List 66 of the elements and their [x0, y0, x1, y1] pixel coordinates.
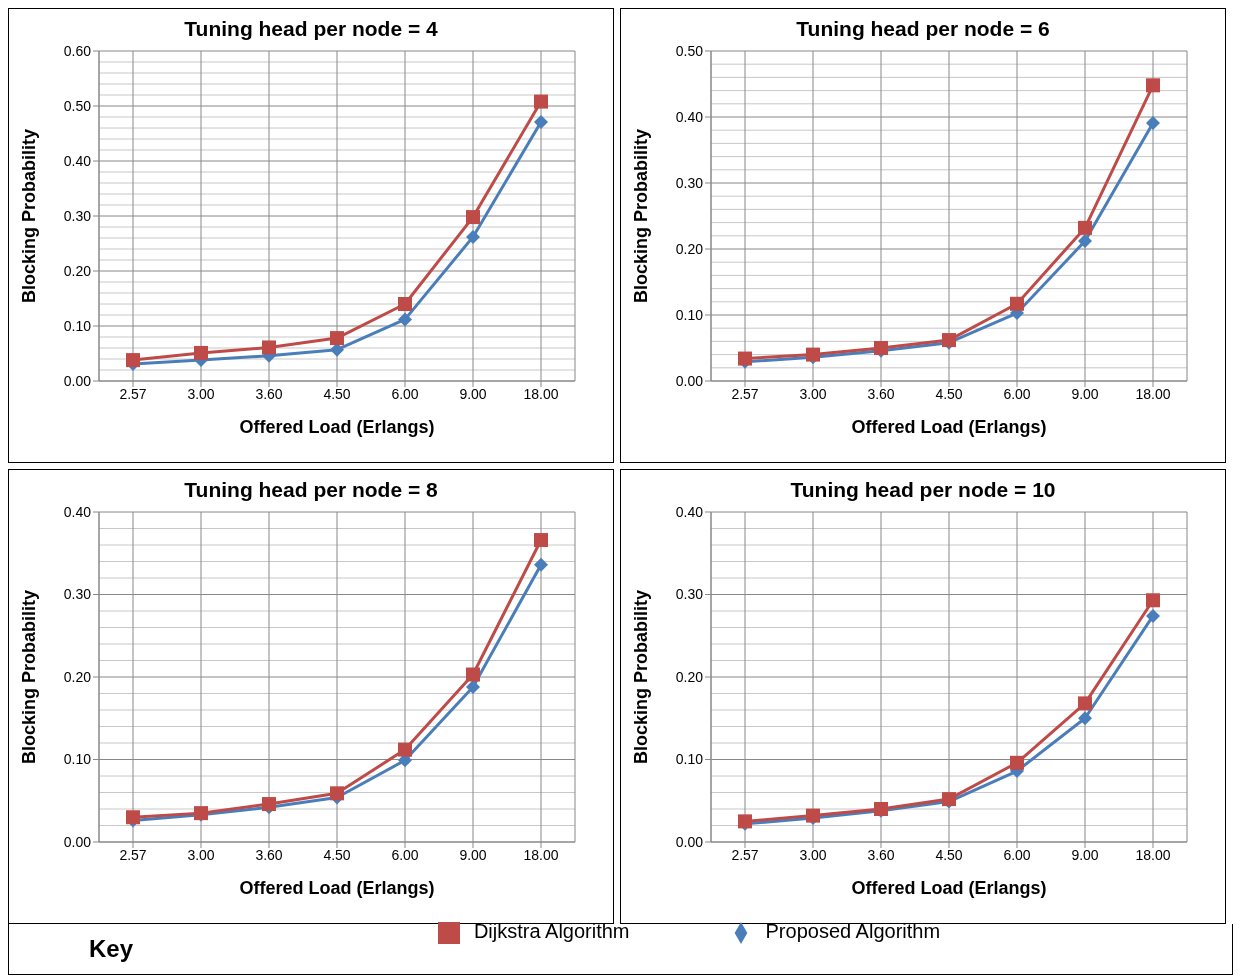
x-tick-label: 4.50 — [935, 385, 963, 402]
y-tick-label: 0.00 — [675, 372, 704, 389]
x-tick-label: 18.00 — [523, 846, 559, 863]
y-tick-label: 0.60 — [63, 42, 92, 59]
y-tick-label: 0.50 — [675, 42, 704, 59]
y-axis-title: Blocking Probability — [19, 589, 40, 765]
x-tick-label: 9.00 — [459, 385, 487, 402]
x-axis-title: Offered Load (Erlangs) — [851, 417, 1047, 437]
x-tick-label: 6.00 — [1003, 385, 1031, 402]
x-tick-label: 3.60 — [255, 385, 283, 402]
x-tick-label: 6.00 — [1003, 846, 1031, 863]
x-tick-label: 3.00 — [187, 385, 215, 402]
y-tick-label: 0.00 — [675, 833, 704, 850]
y-tick-label: 0.10 — [63, 317, 92, 334]
y-tick-label: 0.30 — [63, 586, 92, 603]
y-tick-label: 0.40 — [63, 152, 92, 169]
x-tick-label: 3.60 — [867, 385, 895, 402]
y-axis-title: Blocking Probability — [631, 589, 652, 765]
x-tick-label: 3.00 — [799, 385, 827, 402]
x-tick-label: 3.00 — [187, 846, 215, 863]
legend-label: Proposed Algorithm — [765, 920, 941, 942]
x-tick-label: 6.00 — [391, 846, 419, 863]
y-tick-label: 0.30 — [675, 174, 704, 191]
x-tick-label: 4.50 — [323, 846, 351, 863]
x-tick-label: 9.00 — [1071, 385, 1099, 402]
y-tick-label: 0.30 — [63, 207, 92, 224]
x-tick-label: 3.00 — [799, 846, 827, 863]
y-tick-label: 0.30 — [675, 586, 704, 603]
y-tick-label: 0.40 — [63, 503, 92, 520]
y-tick-label: 0.10 — [675, 306, 704, 323]
y-axis-title: Blocking Probability — [19, 128, 40, 304]
y-tick-label: 0.20 — [63, 262, 92, 279]
x-tick-label: 6.00 — [391, 385, 419, 402]
x-tick-label: 3.60 — [867, 846, 895, 863]
x-tick-label: 9.00 — [1071, 846, 1099, 863]
y-tick-label: 0.10 — [63, 751, 92, 768]
legend-title: Key — [89, 935, 134, 963]
y-tick-label: 0.10 — [675, 751, 704, 768]
x-tick-label: 2.57 — [119, 846, 147, 863]
y-tick-label: 0.50 — [63, 97, 92, 114]
x-tick-label: 3.60 — [255, 846, 283, 863]
y-tick-label: 0.00 — [63, 372, 92, 389]
x-tick-label: 9.00 — [459, 846, 487, 863]
y-tick-label: 0.40 — [675, 108, 704, 125]
x-tick-label: 4.50 — [323, 385, 351, 402]
chart-title: Tuning head per node = 8 — [183, 478, 439, 502]
x-axis-title: Offered Load (Erlangs) — [851, 878, 1047, 898]
x-axis-title: Offered Load (Erlangs) — [239, 878, 435, 898]
legend-label: Dijkstra Algorithm — [473, 920, 630, 942]
x-tick-label: 2.57 — [119, 385, 147, 402]
x-tick-label: 4.50 — [935, 846, 963, 863]
x-axis-title: Offered Load (Erlangs) — [239, 417, 435, 437]
x-tick-label: 18.00 — [523, 385, 559, 402]
x-tick-label: 2.57 — [731, 385, 759, 402]
x-tick-label: 18.00 — [1135, 385, 1171, 402]
y-tick-label: 0.20 — [675, 668, 704, 685]
chart-title: Tuning head per node = 6 — [795, 17, 1051, 41]
y-tick-label: 0.00 — [63, 833, 92, 850]
x-tick-label: 18.00 — [1135, 846, 1171, 863]
chart-title: Tuning head per node = 10 — [789, 478, 1057, 502]
x-tick-label: 2.57 — [731, 846, 759, 863]
chart-title: Tuning head per node = 4 — [183, 17, 439, 41]
y-axis-title: Blocking Probability — [631, 128, 652, 304]
y-tick-label: 0.20 — [675, 240, 704, 257]
y-tick-label: 0.40 — [675, 503, 704, 520]
y-tick-label: 0.20 — [63, 668, 92, 685]
